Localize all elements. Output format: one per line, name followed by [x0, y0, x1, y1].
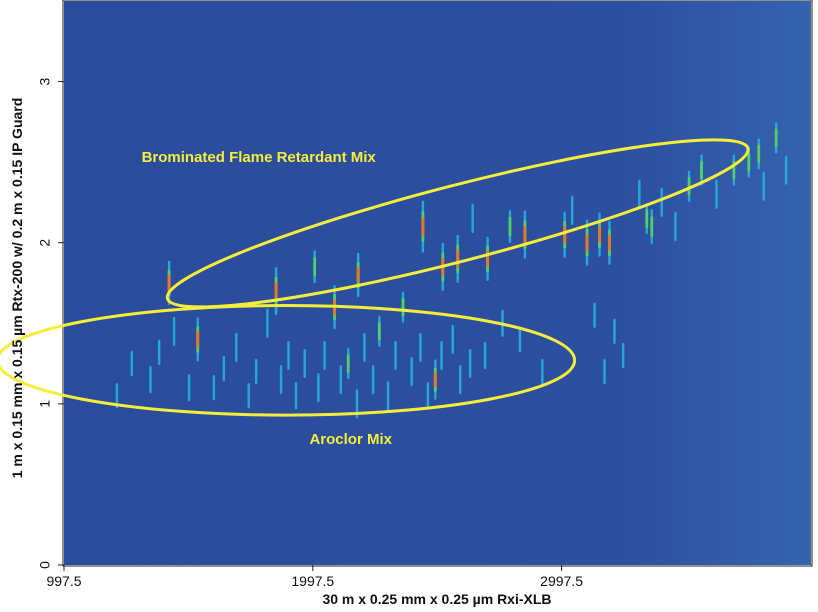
- peak-mark: [149, 366, 152, 394]
- peak-mark: [410, 357, 413, 387]
- peak-mark: [774, 122, 778, 154]
- peak-mark: [471, 203, 474, 234]
- peak-mark: [274, 266, 278, 316]
- peak-mark: [621, 342, 625, 369]
- peak-mark: [433, 359, 437, 400]
- peak-mark: [196, 317, 200, 362]
- peak-mark: [401, 291, 405, 323]
- peak-mark: [459, 365, 462, 395]
- peak-mark: [613, 318, 616, 345]
- y-tick-label: 3: [37, 77, 53, 85]
- peak-mark: [222, 355, 226, 382]
- peak-mark: [451, 324, 454, 354]
- brominated-ellipse: [165, 138, 750, 309]
- x-tick-label: 1997.5: [291, 573, 334, 589]
- peak-mark: [518, 326, 522, 353]
- peak-mark: [674, 212, 677, 242]
- brominated-label: Brominated Flame Retardant Mix: [142, 149, 377, 166]
- peak-mark: [371, 365, 375, 395]
- peak-mark: [356, 252, 360, 298]
- plot-area: [64, 1, 811, 565]
- peak-mark: [247, 383, 250, 409]
- y-tick-label: 0: [37, 561, 53, 569]
- peak-mark: [235, 332, 238, 363]
- peak-mark: [294, 382, 298, 410]
- peak-mark: [762, 171, 765, 201]
- peak-mark: [468, 348, 472, 379]
- peak-mark: [523, 210, 527, 259]
- y-axis-title: 1 m x 0.15 mm x 0.15 µm Rtx-200 w/ 0.2 m…: [9, 98, 25, 479]
- peak-mark: [254, 358, 258, 385]
- x-tick-label: 997.5: [46, 573, 81, 589]
- peak-mark: [700, 154, 703, 186]
- peak-mark: [483, 341, 487, 370]
- peak-mark: [394, 340, 397, 371]
- peak-mark: [486, 236, 490, 282]
- peak-mark: [747, 146, 751, 178]
- peak-mark: [715, 179, 718, 209]
- axes: 997.5 1997.5 2997.5 0 1 2 3: [37, 77, 584, 589]
- annotation-labels: Brominated Flame Retardant Mix Aroclor Mi…: [142, 149, 393, 448]
- peak-mark: [687, 170, 691, 202]
- peak-mark: [638, 179, 641, 209]
- peak-mark: [317, 373, 320, 403]
- peak-mark: [563, 211, 567, 258]
- peak-mark: [593, 302, 596, 328]
- peak-mark: [346, 348, 350, 380]
- aroclor-label: Aroclor Mix: [309, 431, 392, 448]
- peak-mark: [212, 375, 216, 401]
- peak-mark: [421, 200, 425, 253]
- peak-mark: [732, 154, 736, 186]
- peak-mark: [440, 340, 443, 371]
- peak-mark: [784, 155, 788, 185]
- peak-mark: [313, 250, 317, 284]
- peak-mark: [187, 374, 191, 402]
- peak-mark: [157, 339, 161, 365]
- y-tick-label: 1: [37, 400, 53, 408]
- peak-mark: [426, 382, 430, 410]
- peak-mark: [172, 316, 176, 346]
- x-axis-title: 30 m x 0.25 mm x 0.25 µm Rxi-XLB: [322, 591, 551, 607]
- peak-mark: [339, 365, 342, 395]
- peak-mark: [660, 187, 663, 218]
- peak-mark: [603, 358, 606, 385]
- peak-mark: [323, 340, 326, 371]
- peak-mark: [130, 350, 133, 377]
- peak-mark: [650, 209, 654, 245]
- peak-mark: [115, 383, 119, 409]
- peak-mark: [585, 219, 589, 266]
- peak-mark: [456, 234, 460, 283]
- peak-mark: [363, 332, 366, 363]
- peak-mark: [598, 212, 602, 257]
- peak-mark: [386, 381, 390, 411]
- peak-mark: [508, 210, 512, 244]
- peak-mark: [355, 389, 359, 419]
- peak-mark: [303, 348, 306, 379]
- annotation-ellipses: [0, 138, 750, 417]
- peak-mark: [419, 332, 422, 363]
- peak-mark: [757, 138, 761, 170]
- peak-mark: [377, 315, 381, 347]
- peak-mark: [607, 220, 611, 265]
- aroclor-ellipse: [0, 304, 577, 417]
- peaks-layer: [115, 122, 788, 419]
- peak-mark: [279, 365, 283, 395]
- peak-mark: [570, 195, 574, 226]
- peak-mark: [287, 340, 290, 371]
- peak-mark: [541, 358, 544, 385]
- x-tick-label: 2997.5: [540, 573, 583, 589]
- y-tick-label: 2: [37, 239, 53, 247]
- peak-mark: [266, 308, 269, 338]
- peak-mark: [645, 202, 649, 235]
